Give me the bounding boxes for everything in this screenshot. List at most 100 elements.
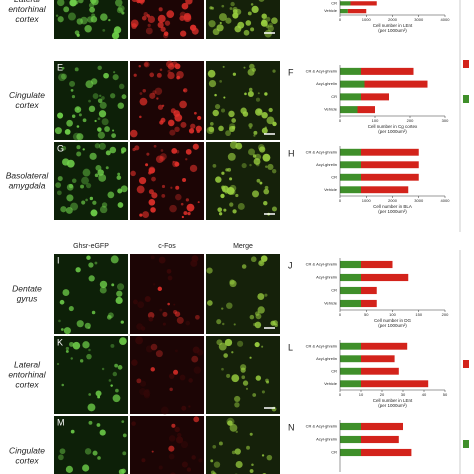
cell (185, 148, 192, 155)
cell (139, 115, 142, 119)
cell (105, 150, 111, 156)
cell (175, 436, 184, 444)
cell (90, 16, 98, 23)
cell (148, 171, 152, 175)
cell (229, 184, 237, 192)
cell (60, 328, 64, 331)
bar-segment (361, 93, 389, 101)
cell (82, 341, 90, 349)
cell (138, 64, 142, 68)
cell (155, 155, 164, 164)
cell (249, 314, 255, 320)
category-label: Acyl-ghrelin (316, 81, 337, 86)
cell (121, 94, 127, 100)
cell (226, 302, 233, 309)
cell (173, 369, 179, 375)
cell (265, 16, 271, 22)
cell (159, 68, 163, 72)
cell (150, 207, 156, 213)
cell (160, 149, 164, 152)
bar-segment (340, 342, 361, 350)
cell (220, 193, 225, 199)
category-label: CR & Acyl-ghrelin (306, 149, 337, 154)
cell (222, 65, 225, 68)
cell (222, 322, 225, 326)
x-axis-label: Cell number in LEnt (373, 23, 413, 28)
region-label: amygdala (9, 180, 46, 190)
cell (188, 128, 195, 134)
cell (159, 155, 165, 162)
cell (115, 388, 119, 393)
cell (110, 343, 115, 348)
cell (91, 310, 96, 315)
cell (266, 116, 275, 125)
cell (101, 367, 105, 371)
cell (218, 212, 223, 216)
panel-letter: E (57, 62, 63, 72)
column-header: Merge (233, 243, 253, 250)
cell (112, 394, 121, 403)
cell (246, 445, 250, 450)
cell (99, 286, 107, 294)
cell (243, 29, 250, 36)
cell (229, 423, 238, 432)
bar-segment (340, 448, 361, 457)
cell (89, 196, 94, 201)
region-label: cortex (15, 14, 39, 24)
cell (133, 73, 137, 77)
cell (139, 388, 147, 396)
cell (185, 198, 189, 202)
cell (214, 103, 221, 110)
cell (217, 207, 223, 213)
cell (78, 0, 84, 4)
bar-segment (361, 173, 419, 181)
region-label: cortex (15, 379, 39, 389)
cell (57, 0, 65, 7)
x-tick-label: 4000 (441, 17, 451, 22)
cell (256, 178, 261, 183)
cell (70, 89, 74, 92)
bar-segment (361, 435, 399, 444)
cell (193, 366, 202, 374)
cell (196, 349, 204, 356)
cell (81, 200, 86, 205)
cell (257, 293, 265, 301)
cell (206, 267, 213, 274)
micrograph (54, 61, 128, 140)
cell (54, 127, 62, 135)
cell (229, 189, 236, 195)
region-label: Cingulate (9, 445, 45, 455)
cell (139, 97, 148, 106)
cell (117, 202, 124, 208)
cell (101, 118, 109, 126)
category-label: Vehicle (324, 187, 338, 192)
cell (63, 6, 70, 13)
cell (97, 456, 101, 460)
cell (66, 119, 73, 127)
cell (98, 110, 107, 118)
category-label: CR (331, 450, 337, 455)
bar-segment (361, 260, 393, 269)
cell (117, 5, 125, 12)
cell (179, 15, 185, 21)
cell (61, 145, 67, 151)
cell (248, 148, 256, 156)
bar-segment (340, 380, 361, 388)
cell (229, 141, 238, 149)
cell (147, 15, 156, 24)
cell (84, 322, 91, 329)
cell (86, 353, 92, 360)
cell (89, 152, 97, 160)
cell (191, 455, 196, 460)
x-tick-label: 150 (415, 312, 422, 317)
cell (104, 126, 110, 132)
cell (60, 73, 67, 80)
cell (122, 451, 127, 456)
cell (98, 173, 107, 182)
cell (249, 356, 252, 359)
bar-segment (361, 273, 409, 282)
cell (174, 113, 183, 122)
cell (136, 185, 145, 194)
cell (62, 289, 70, 296)
cell (237, 202, 245, 210)
